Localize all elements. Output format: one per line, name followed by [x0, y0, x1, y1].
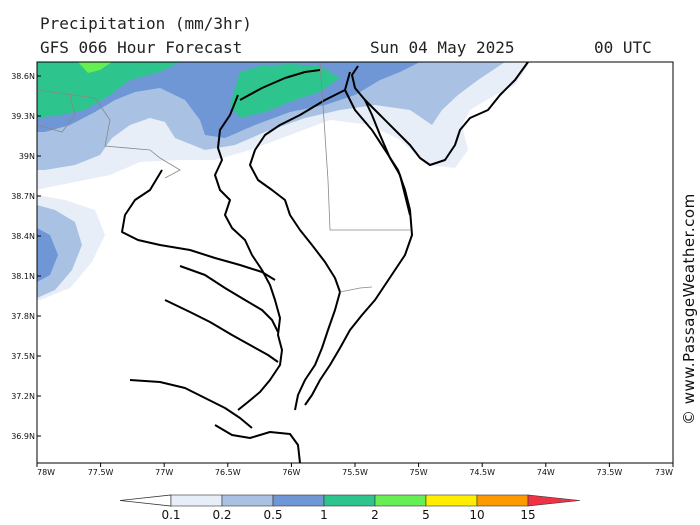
legend-label: 15	[520, 508, 535, 522]
latitude-axis: 38.6N 39.3N 39N 38.7N 38.4N 38.1N 37.8N 37.5N 37…	[11, 72, 41, 441]
lon-tick-label: 75.5W	[342, 468, 368, 477]
susquehanna-shore	[239, 69, 321, 101]
precip-band-2	[78, 62, 112, 73]
rappahannock-river	[179, 265, 279, 333]
map-title: Precipitation (mm/3hr)	[40, 14, 252, 33]
precip-band-0-5-west	[37, 228, 58, 282]
lat-tick-label: 37.5N	[11, 352, 35, 361]
legend-label: 2	[371, 508, 379, 522]
atlantic-coast	[351, 62, 529, 166]
chesapeake-east-shore	[249, 89, 346, 411]
precipitation-legend: 0.1 0.2 0.5 1 2 5 10 15	[119, 494, 581, 522]
lon-tick-label: 75W	[410, 468, 428, 477]
longitude-axis: 78W 77.5W 77W 76.5W 76W 75.5W 75W 74.5W 74W 73.5W…	[36, 463, 674, 477]
legend-swatch	[374, 494, 427, 507]
lon-tick-label: 76W	[282, 468, 300, 477]
delmarva-coast	[304, 71, 413, 406]
forecast-time: 00 UTC	[594, 38, 652, 57]
precip-band-1-north	[230, 64, 340, 118]
hampton-roads	[214, 424, 301, 463]
legend-label: 0.5	[263, 508, 282, 522]
lat-tick-label: 37.8N	[11, 312, 35, 321]
lon-tick-label: 74.5W	[469, 468, 495, 477]
lon-tick-label: 77W	[155, 468, 173, 477]
chesapeake-west-shore	[214, 94, 283, 411]
legend-swatch	[323, 494, 376, 507]
york-river	[164, 299, 279, 363]
lat-tick-label: 38.6N	[11, 72, 35, 81]
legend-label: 5	[422, 508, 430, 522]
lat-tick-label: 38.1N	[11, 272, 35, 281]
legend-swatch	[425, 494, 478, 507]
legend-swatch	[476, 494, 529, 507]
state-borders	[37, 62, 410, 293]
lon-tick-label: 73W	[655, 468, 673, 477]
lat-tick-label: 39N	[19, 152, 35, 161]
lat-tick-label: 39.3N	[11, 112, 35, 121]
lat-tick-label: 38.7N	[11, 192, 35, 201]
precip-band-1	[37, 62, 180, 118]
legend-swatch	[272, 494, 325, 507]
lat-tick-label: 38.4N	[11, 232, 35, 241]
delaware-bay-shore	[364, 99, 411, 216]
md-va-border	[339, 286, 373, 293]
james-river	[129, 379, 253, 429]
legend-label: 0.1	[161, 508, 180, 522]
potomac-river	[121, 169, 276, 281]
legend-label: 1	[320, 508, 328, 522]
legend-upper-triangle	[527, 494, 581, 507]
lat-tick-label: 36.9N	[11, 432, 35, 441]
de-md-border	[319, 62, 410, 231]
lon-tick-label: 74W	[537, 468, 555, 477]
legend-lower-triangle	[119, 494, 172, 507]
lon-tick-label: 73.5W	[597, 468, 623, 477]
nj-border	[37, 94, 76, 133]
legend-label: 0.2	[212, 508, 231, 522]
legend-swatch	[221, 494, 274, 507]
coastline	[121, 62, 529, 463]
legend-label: 10	[469, 508, 484, 522]
forecast-date: Sun 04 May 2025	[370, 38, 515, 57]
forecast-subtitle: GFS 066 Hour Forecast	[40, 38, 243, 57]
pa-md-border	[37, 89, 181, 179]
lat-tick-label: 37.2N	[11, 392, 35, 401]
lon-tick-label: 78W	[37, 468, 55, 477]
legend-swatch	[170, 494, 223, 507]
lon-tick-label: 77.5W	[88, 468, 114, 477]
lon-tick-label: 76.5W	[215, 468, 241, 477]
